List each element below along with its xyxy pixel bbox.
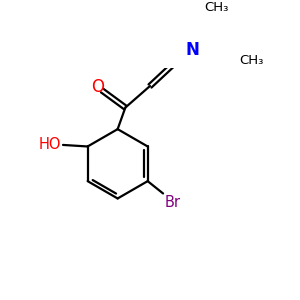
Text: CH₃: CH₃	[204, 2, 228, 14]
Text: O: O	[91, 78, 104, 96]
Text: N: N	[185, 41, 199, 59]
Text: HO: HO	[39, 137, 62, 152]
Text: Br: Br	[165, 195, 181, 210]
Text: CH₃: CH₃	[239, 54, 264, 67]
